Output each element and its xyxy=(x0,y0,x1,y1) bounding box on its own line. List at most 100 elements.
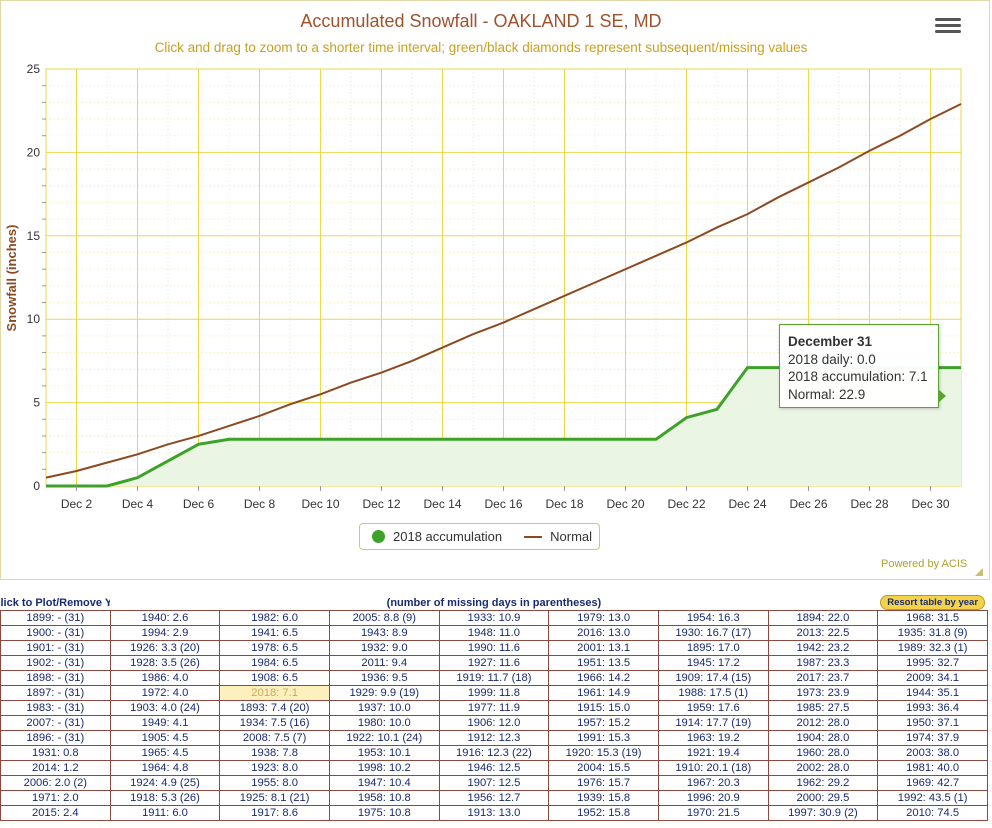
year-cell[interactable]: 1950: 37.1 xyxy=(877,715,988,731)
year-cell[interactable]: 1957: 15.2 xyxy=(548,715,659,731)
year-cell[interactable]: 1925: 8.1 (21) xyxy=(219,790,330,806)
year-cell[interactable]: 1961: 14.9 xyxy=(548,685,659,701)
snowfall-chart[interactable]: Accumulated Snowfall - OAKLAND 1 SE, MD … xyxy=(1,1,991,581)
year-cell[interactable]: 1994: 2.9 xyxy=(109,625,221,641)
point-2018[interactable] xyxy=(135,475,141,481)
year-cell[interactable]: 1990: 11.6 xyxy=(438,640,550,656)
point-2018[interactable] xyxy=(470,436,476,442)
year-cell[interactable]: 1906: 12.0 xyxy=(438,715,550,731)
point-2018[interactable] xyxy=(958,365,964,371)
year-cell[interactable]: 1900: - (31) xyxy=(0,625,111,641)
year-cell[interactable]: 1985: 27.5 xyxy=(767,700,879,716)
year-cell[interactable]: 1904: 28.0 xyxy=(767,730,879,746)
point-2018[interactable] xyxy=(501,436,507,442)
point-2018[interactable] xyxy=(318,436,324,442)
year-cell[interactable]: 1982: 6.0 xyxy=(219,610,330,626)
point-normal[interactable] xyxy=(806,179,812,185)
year-cell[interactable]: 1984: 6.5 xyxy=(219,655,330,671)
year-cell[interactable]: 1934: 7.5 (16) xyxy=(219,715,330,731)
year-cell[interactable]: 1954: 16.3 xyxy=(657,610,769,626)
point-normal[interactable] xyxy=(836,164,842,170)
year-cell[interactable]: 1958: 10.8 xyxy=(328,790,440,806)
year-cell[interactable]: 1989: 32.3 (1) xyxy=(877,640,988,656)
year-cell[interactable]: 1910: 20.1 (18) xyxy=(657,760,769,776)
year-cell[interactable]: 1932: 9.0 xyxy=(328,640,440,656)
year-cell[interactable]: 1962: 29.2 xyxy=(767,775,879,791)
point-normal[interactable] xyxy=(867,148,873,154)
year-cell[interactable]: 1948: 11.0 xyxy=(438,625,550,641)
point-normal[interactable] xyxy=(501,320,507,326)
year-cell[interactable]: 1930: 16.7 (17) xyxy=(657,625,769,641)
year-cell[interactable]: 1931: 0.8 xyxy=(0,745,111,761)
year-cell[interactable]: 1951: 13.5 xyxy=(548,655,659,671)
year-cell[interactable]: 2011: 9.4 xyxy=(328,655,440,671)
year-cell[interactable]: 1896: - (31) xyxy=(0,730,111,746)
point-normal[interactable] xyxy=(592,280,598,286)
year-cell[interactable]: 1996: 20.9 xyxy=(657,790,769,806)
point-normal[interactable] xyxy=(653,253,659,259)
year-cell[interactable]: 2003: 38.0 xyxy=(877,745,988,761)
legend-marker-normal[interactable] xyxy=(524,535,543,538)
year-cell[interactable]: 1987: 23.3 xyxy=(767,655,879,671)
year-cell[interactable]: 1899: - (31) xyxy=(0,610,111,626)
year-cell[interactable]: 1942: 23.2 xyxy=(767,640,879,656)
year-cell[interactable]: 1937: 10.0 xyxy=(328,700,440,716)
year-cell[interactable]: 1981: 40.0 xyxy=(877,760,988,776)
year-cell[interactable]: 2010: 74.5 xyxy=(877,805,988,821)
year-cell[interactable]: 1895: 17.0 xyxy=(657,640,769,656)
point-2018[interactable] xyxy=(531,436,537,442)
point-2018[interactable] xyxy=(104,483,110,489)
year-cell[interactable]: 1941: 6.5 xyxy=(219,625,330,641)
year-cell[interactable]: 1921: 19.4 xyxy=(657,745,769,761)
year-cell[interactable]: 2017: 23.7 xyxy=(767,670,879,686)
powered-by-acis[interactable]: Powered by ACIS xyxy=(881,558,968,570)
point-2018[interactable] xyxy=(43,483,49,489)
year-cell[interactable]: 1915: 15.0 xyxy=(548,700,659,716)
year-cell[interactable]: 1970: 21.5 xyxy=(657,805,769,821)
resort-table-button[interactable]: Resort table by year xyxy=(880,595,986,610)
point-2018[interactable] xyxy=(287,436,293,442)
year-cell[interactable]: 2015: 2.4 xyxy=(0,805,111,821)
year-cell[interactable]: 1947: 10.4 xyxy=(328,775,440,791)
legend-item-normal[interactable]: Normal xyxy=(550,529,593,544)
year-cell[interactable]: 1918: 5.3 (26) xyxy=(109,790,221,806)
year-cell[interactable]: 1901: - (31) xyxy=(0,640,111,656)
year-cell[interactable]: 1986: 4.0 xyxy=(109,670,221,686)
year-cell[interactable]: 1908: 6.5 xyxy=(219,670,330,686)
year-cell[interactable]: 1979: 13.0 xyxy=(548,610,659,626)
year-cell[interactable]: 1938: 7.8 xyxy=(219,745,330,761)
year-cell[interactable]: 1924: 4.9 (25) xyxy=(109,775,221,791)
year-cell[interactable]: 1966: 14.2 xyxy=(548,670,659,686)
year-cell[interactable]: 1902: - (31) xyxy=(0,655,111,671)
year-cell[interactable]: 1946: 12.5 xyxy=(438,760,550,776)
point-normal[interactable] xyxy=(257,413,263,419)
point-2018[interactable] xyxy=(348,436,354,442)
point-normal[interactable] xyxy=(531,306,537,312)
year-cell[interactable]: 1936: 9.5 xyxy=(328,670,440,686)
year-cell[interactable]: 1956: 12.7 xyxy=(438,790,550,806)
year-cell[interactable]: 2007: - (31) xyxy=(0,715,111,731)
year-cell[interactable]: 1928: 3.5 (26) xyxy=(109,655,221,671)
point-normal[interactable] xyxy=(745,211,751,217)
year-cell[interactable]: 1978: 6.5 xyxy=(219,640,330,656)
point-normal[interactable] xyxy=(470,331,476,337)
point-normal[interactable] xyxy=(196,433,202,439)
year-cell[interactable]: 1923: 8.0 xyxy=(219,760,330,776)
year-cell[interactable]: 1972: 4.0 xyxy=(109,685,221,701)
point-normal[interactable] xyxy=(287,401,293,407)
year-cell[interactable]: 1913: 13.0 xyxy=(438,805,550,821)
year-cell[interactable]: 1927: 11.6 xyxy=(438,655,550,671)
year-cell[interactable]: 1977: 11.9 xyxy=(438,700,550,716)
point-2018[interactable] xyxy=(623,436,629,442)
year-cell[interactable]: 1993: 36.4 xyxy=(877,700,988,716)
point-normal[interactable] xyxy=(165,441,171,447)
year-cell[interactable]: 1988: 17.5 (1) xyxy=(657,685,769,701)
point-normal[interactable] xyxy=(43,475,49,481)
point-2018[interactable] xyxy=(653,436,659,442)
point-normal[interactable] xyxy=(74,468,80,474)
point-normal[interactable] xyxy=(928,116,934,122)
year-cell[interactable]: 1998: 10.2 xyxy=(328,760,440,776)
year-cell[interactable]: 2016: 13.0 xyxy=(548,625,659,641)
point-2018[interactable] xyxy=(165,458,171,464)
point-2018[interactable] xyxy=(440,436,446,442)
